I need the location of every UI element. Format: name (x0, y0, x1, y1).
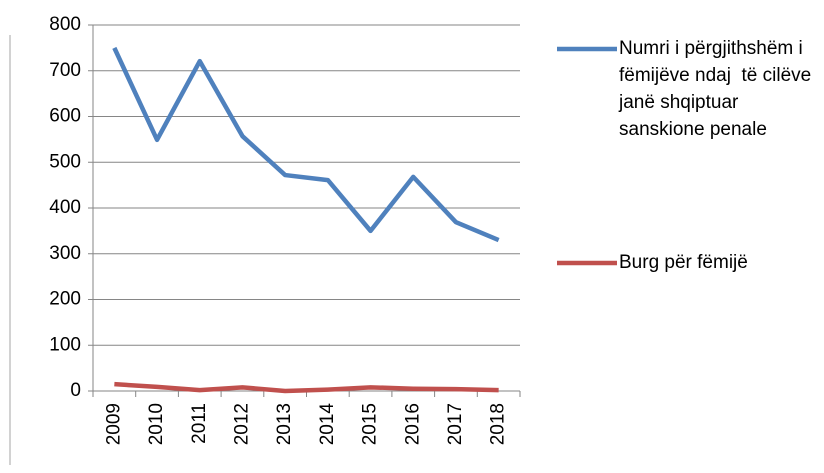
x-tick-label: 2018 (488, 403, 509, 445)
y-tick-label: 100 (49, 334, 81, 355)
x-tick-label: 2013 (274, 403, 295, 445)
series-line (114, 381, 499, 394)
y-tick-label: 200 (49, 289, 81, 310)
x-tick-label: 2009 (103, 403, 124, 445)
y-tick-label: 600 (49, 106, 81, 127)
legend-label: Burg për fëmijë (619, 252, 748, 273)
x-tick-label: 2010 (146, 403, 167, 445)
y-tick-label: 800 (49, 14, 81, 35)
series-line (112, 46, 500, 243)
y-tick-label: 0 (70, 380, 81, 401)
x-tick-label: 2017 (445, 403, 466, 445)
x-tick-label: 2015 (360, 403, 381, 445)
y-tick-label: 400 (49, 197, 81, 218)
x-tick-label: 2016 (402, 403, 423, 445)
y-tick-label: 300 (49, 243, 81, 264)
x-tick-label: 2014 (317, 403, 338, 446)
y-tick-label: 700 (49, 60, 81, 81)
x-tick-label: 2011 (189, 403, 210, 444)
y-tick-label: 500 (49, 151, 81, 172)
x-tick-label: 2012 (231, 403, 252, 445)
legend-label: Numri i përgjithshëm i fëmijëve ndaj të … (619, 38, 817, 140)
